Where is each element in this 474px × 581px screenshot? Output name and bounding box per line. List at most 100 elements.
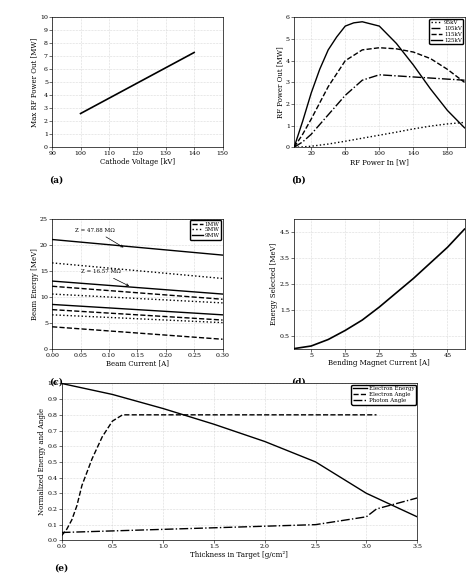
125kV — [317, 66, 322, 73]
X-axis label: Cathode Voltage [kV]: Cathode Voltage [kV] — [100, 158, 175, 166]
105kV — [359, 77, 365, 84]
105kV — [308, 131, 314, 138]
115kV — [342, 58, 348, 64]
115kV — [462, 79, 467, 86]
Y-axis label: RF Power Out [MW]: RF Power Out [MW] — [276, 46, 284, 119]
Y-axis label: Normalized Energy and Angle: Normalized Energy and Angle — [38, 408, 46, 515]
Line: 105kV: 105kV — [294, 75, 465, 148]
Text: Z = 16.57 MΩ: Z = 16.57 MΩ — [81, 269, 128, 286]
115kV — [291, 144, 297, 151]
Electron Angle — [100, 433, 105, 440]
95kV — [462, 119, 467, 126]
Y-axis label: Beam Energy [MeV]: Beam Energy [MeV] — [31, 248, 38, 320]
Photon Angle — [59, 529, 64, 536]
95kV — [342, 138, 348, 145]
Legend: 95kV, 105kV, 115kV, 125kV: 95kV, 105kV, 115kV, 125kV — [429, 19, 464, 44]
Text: (c): (c) — [49, 377, 63, 386]
Photon Angle — [313, 521, 319, 528]
105kV — [376, 71, 382, 78]
105kV — [300, 138, 305, 145]
Electron Angle — [160, 411, 166, 418]
Electron Angle — [69, 517, 74, 523]
95kV — [410, 125, 416, 132]
125kV — [351, 19, 356, 26]
Text: Z = 47.88 MΩ: Z = 47.88 MΩ — [75, 228, 123, 247]
Photon Angle — [109, 528, 115, 535]
Line: 95kV: 95kV — [294, 123, 465, 148]
105kV — [325, 112, 331, 119]
Electron Angle — [262, 411, 268, 418]
Line: 115kV: 115kV — [294, 48, 465, 148]
95kV — [300, 144, 305, 150]
125kV — [359, 18, 365, 25]
Photon Angle — [364, 514, 369, 521]
Line: Photon Angle: Photon Angle — [62, 498, 417, 532]
X-axis label: Thickness in Target [g/cm²]: Thickness in Target [g/cm²] — [191, 551, 288, 559]
105kV — [445, 76, 450, 83]
Electron Energy — [313, 458, 319, 465]
95kV — [291, 144, 297, 151]
115kV — [376, 44, 382, 51]
105kV — [410, 73, 416, 80]
X-axis label: Bending Magnet Current [A]: Bending Magnet Current [A] — [328, 359, 430, 367]
Electron Angle — [89, 456, 95, 462]
125kV — [325, 46, 331, 53]
Electron Angle — [109, 418, 115, 425]
115kV — [325, 83, 331, 90]
Y-axis label: Energy Selected [MeV]: Energy Selected [MeV] — [271, 242, 278, 325]
105kV — [393, 73, 399, 80]
Photon Angle — [374, 505, 379, 512]
125kV — [428, 85, 433, 92]
Electron Energy — [109, 391, 115, 398]
105kV — [291, 144, 297, 151]
Electron Angle — [79, 482, 85, 489]
95kV — [359, 135, 365, 142]
Electron Energy — [364, 490, 369, 497]
Electron Angle — [313, 411, 319, 418]
Electron Angle — [130, 411, 136, 418]
Electron Energy — [414, 514, 420, 521]
Photon Angle — [211, 524, 217, 531]
Electron Energy — [160, 405, 166, 412]
Text: (a): (a) — [49, 176, 63, 185]
125kV — [376, 23, 382, 30]
Text: (d): (d) — [291, 377, 305, 386]
Legend: 1MW, 5MW, 9MW: 1MW, 5MW, 9MW — [191, 220, 221, 240]
Line: Electron Energy: Electron Energy — [62, 383, 417, 517]
Electron Energy — [262, 438, 268, 445]
125kV — [342, 23, 348, 30]
125kV — [291, 144, 297, 151]
95kV — [393, 128, 399, 135]
Text: (e): (e) — [55, 564, 69, 573]
125kV — [462, 124, 467, 131]
95kV — [325, 141, 331, 148]
Line: Electron Angle: Electron Angle — [62, 415, 376, 536]
Electron Angle — [374, 411, 379, 418]
Photon Angle — [262, 523, 268, 530]
95kV — [308, 143, 314, 150]
115kV — [445, 66, 450, 73]
95kV — [445, 120, 450, 127]
105kV — [342, 92, 348, 99]
Electron Energy — [59, 380, 64, 387]
Photon Angle — [414, 494, 420, 501]
Text: (b): (b) — [291, 176, 305, 185]
Electron Angle — [211, 411, 217, 418]
Legend: Electron Energy, Electron Angle, Photon Angle: Electron Energy, Electron Angle, Photon … — [352, 385, 416, 404]
95kV — [376, 132, 382, 139]
125kV — [300, 118, 305, 125]
Electron Energy — [211, 421, 217, 428]
Electron Angle — [64, 526, 70, 533]
Electron Energy — [374, 494, 379, 501]
Electron Angle — [59, 532, 64, 539]
Y-axis label: Max RF Power Out [MW]: Max RF Power Out [MW] — [31, 38, 38, 127]
Electron Angle — [120, 411, 126, 418]
115kV — [428, 55, 433, 62]
115kV — [393, 45, 399, 52]
125kV — [308, 89, 314, 96]
125kV — [334, 34, 339, 41]
Line: 125kV: 125kV — [294, 21, 465, 148]
Photon Angle — [160, 526, 166, 533]
115kV — [300, 131, 305, 138]
Electron Angle — [74, 503, 80, 510]
